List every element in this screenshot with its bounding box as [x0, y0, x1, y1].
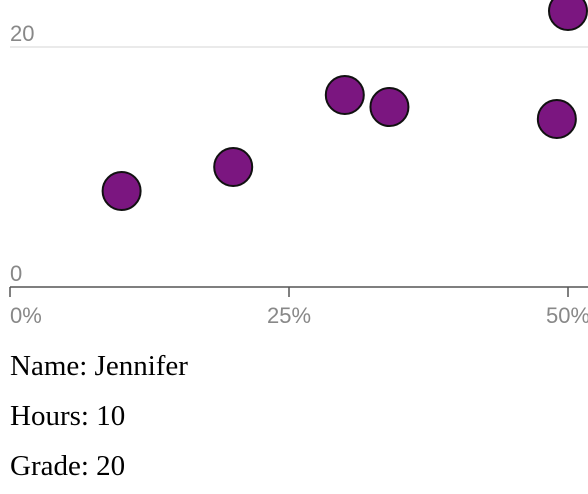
chart: 0 20 0% 25% 50% [9, 0, 588, 328]
point [548, 0, 588, 31]
point [101, 171, 142, 211]
y-tick-label: 0 [10, 261, 22, 286]
x-tick-label: 50% [546, 303, 588, 328]
point [324, 75, 365, 115]
x-tick-label: 0% [10, 303, 42, 328]
point [213, 147, 254, 187]
point [536, 99, 577, 139]
y-tick-label: 20 [10, 21, 34, 46]
detail-line: Grade: 20 [10, 450, 126, 482]
detail-line: Hours: 10 [10, 400, 126, 432]
point [369, 87, 410, 127]
detail-line: Name: Jennifer [10, 350, 188, 382]
x-tick-label: 25% [267, 303, 311, 328]
